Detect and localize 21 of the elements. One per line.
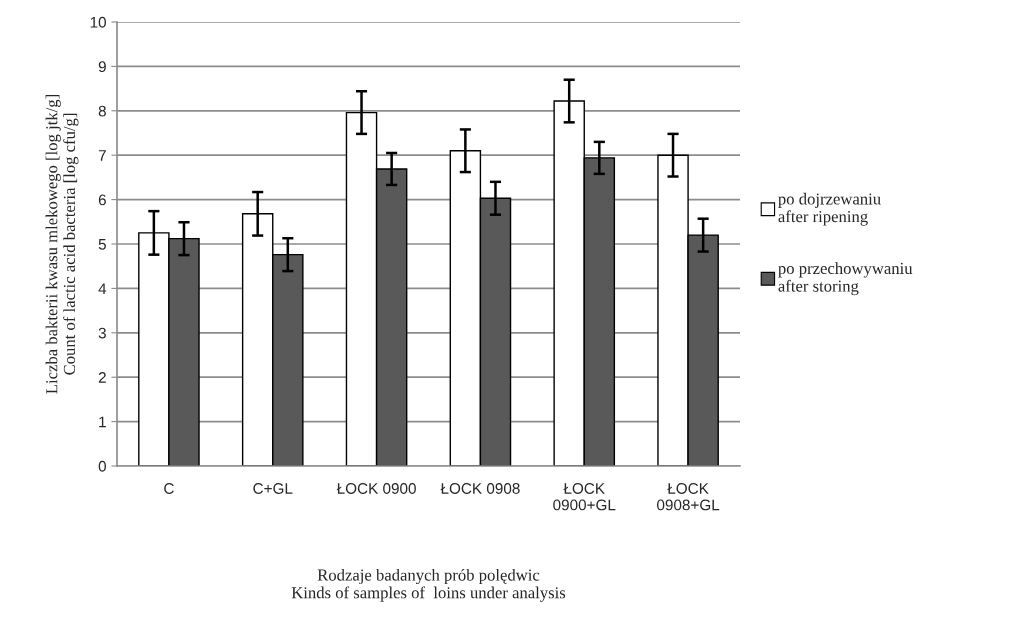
y-tick-label: 2 <box>98 372 106 383</box>
y-tick-label: 8 <box>98 105 106 117</box>
x-tick-label: C <box>164 483 174 494</box>
x-tick-label: C+GL <box>253 483 293 494</box>
y-tick-label: 7 <box>98 150 106 161</box>
legend-label: po przechowywaniu after storing <box>778 262 913 296</box>
x-tick-label: ŁOCK 0900 <box>336 483 416 494</box>
y-tick-label: 3 <box>98 327 106 339</box>
y-tick-label: 6 <box>98 194 106 206</box>
legend-label: po dojrzewaniu after ripening <box>778 192 881 226</box>
y-tick-label: 4 <box>98 283 107 294</box>
x-tick-label: ŁOCK 0900+GL <box>553 483 616 511</box>
y-tick-label: 10 <box>90 16 106 28</box>
x-tick-label: ŁOCK 0908+GL <box>657 483 720 511</box>
x-tick-label: ŁOCK 0908 <box>440 483 520 494</box>
y-axis-title: Liczba bakterii kwasu mlekowego [log jtk/g] Count of lactic acid bacteria [log cfu/g] <box>45 95 79 394</box>
y-tick-label: 9 <box>98 61 106 73</box>
y-tick-label: 0 <box>98 460 106 472</box>
y-tick-label: 5 <box>98 239 106 250</box>
y-tick-label: 1 <box>99 416 106 428</box>
x-axis-title: Rodzaje badanych prób polędwic Kinds of samples of loins under analysis <box>291 568 566 602</box>
